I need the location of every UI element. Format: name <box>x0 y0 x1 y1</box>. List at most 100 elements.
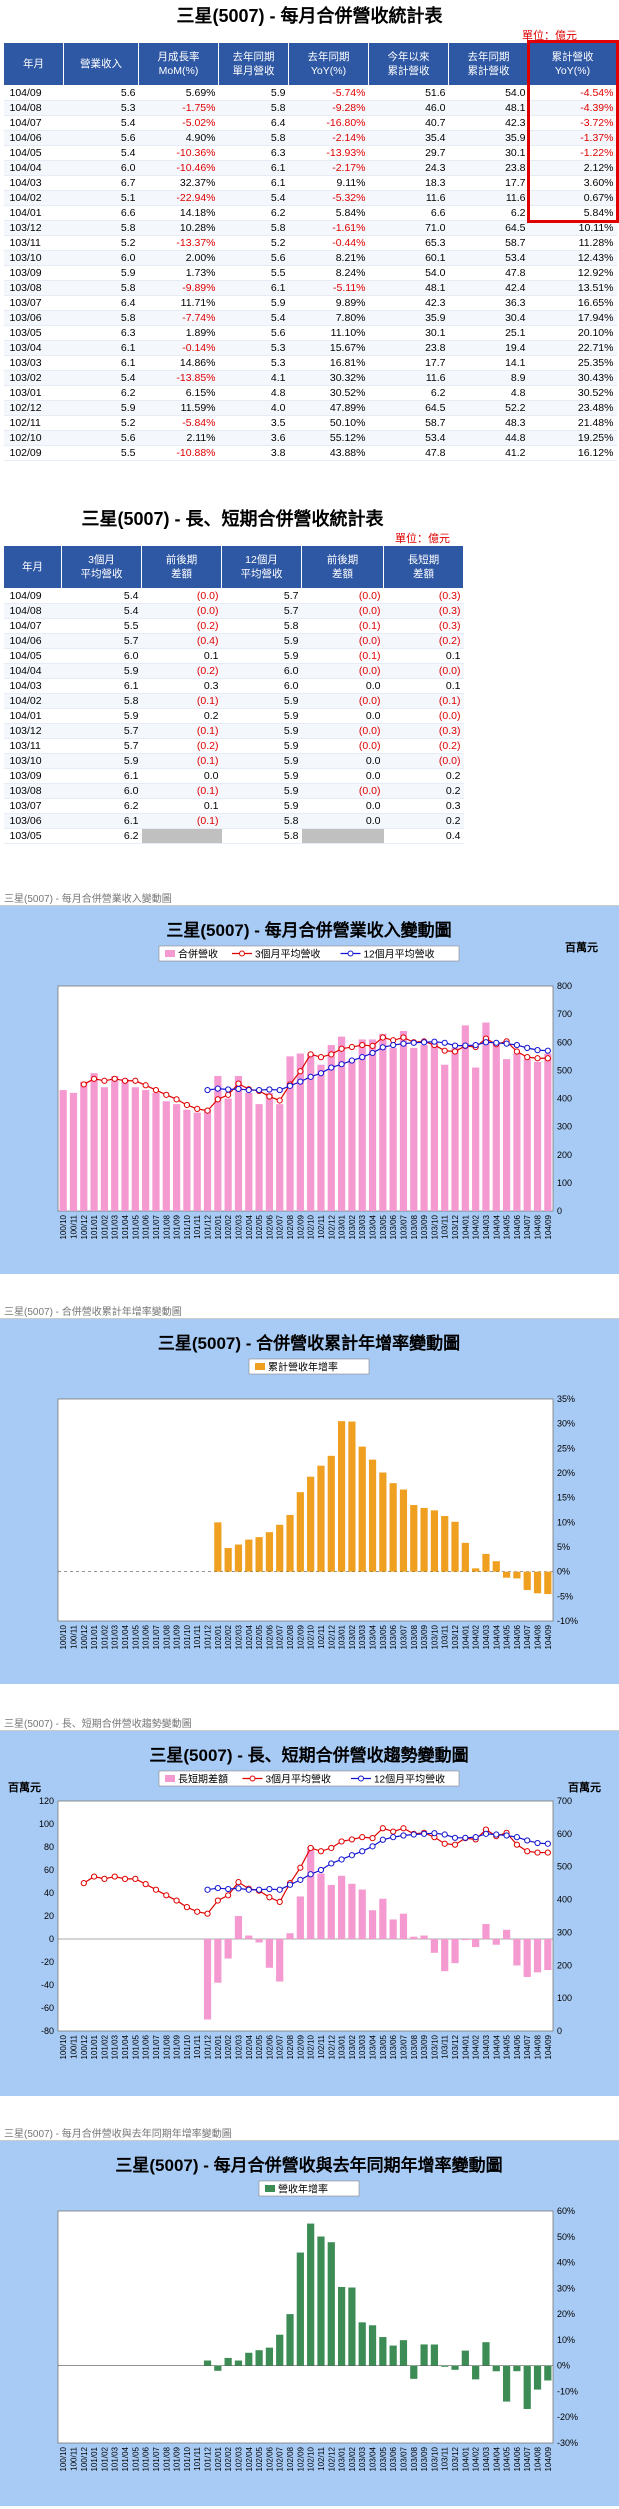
x-tick-label: 103/12 <box>451 1214 460 1239</box>
data-point <box>297 1068 304 1075</box>
x-tick-label: 100/11 <box>69 2034 78 2058</box>
table-cell: 103/06 <box>3 310 64 326</box>
table-cell: 21.48% <box>528 415 617 431</box>
x-tick-label: 104/07 <box>523 1214 532 1239</box>
table-cell: 32.37% <box>138 175 219 191</box>
y-tick-label: 0% <box>557 1567 570 1577</box>
table-cell: 4.90% <box>138 130 219 146</box>
x-tick-label: 104/09 <box>544 1624 553 1649</box>
x-tick-label: 100/12 <box>80 2446 89 2471</box>
table-cell: (0.1) <box>141 693 222 709</box>
x-tick-label: 103/10 <box>430 2446 439 2471</box>
bar <box>317 1873 325 1939</box>
x-tick-label: 101/02 <box>100 2446 109 2471</box>
bar <box>255 2350 263 2366</box>
table-cell: 103/10 <box>3 753 62 769</box>
x-tick-label: 103/12 <box>451 1624 460 1649</box>
data-point <box>307 1871 314 1878</box>
data-point <box>328 1064 335 1071</box>
table-cell: 3.60% <box>528 175 617 191</box>
table-cell: 2.00% <box>138 250 219 266</box>
x-tick-label: 104/01 <box>461 2446 470 2471</box>
table-cell: -0.44% <box>288 235 369 251</box>
table-cell: 103/09 <box>3 265 64 281</box>
legend-marker <box>249 1775 256 1782</box>
data-point <box>534 1849 541 1856</box>
bar <box>441 1064 449 1211</box>
table-cell: 5.8 <box>221 828 302 844</box>
data-point <box>493 1831 500 1838</box>
bar <box>451 2365 459 2370</box>
table-cell: 5.9 <box>221 798 302 814</box>
x-tick-label: 103/03 <box>358 2446 367 2471</box>
bar <box>214 1076 222 1211</box>
table-cell: 5.4 <box>63 115 139 131</box>
x-tick-label: 100/11 <box>69 1214 78 1238</box>
data-point <box>441 1831 448 1838</box>
x-tick-label: 102/01 <box>214 1624 223 1649</box>
x-tick-label: 101/10 <box>183 1624 192 1649</box>
bar <box>307 2223 315 2366</box>
legend-label: 3個月平均營收 <box>255 948 321 961</box>
bar <box>337 2286 346 2366</box>
x-tick-label: 101/01 <box>90 1214 99 1239</box>
data-point <box>390 1041 397 1049</box>
bar <box>111 1076 119 1211</box>
x-tick-label: 102/06 <box>265 1214 274 1239</box>
table-cell: 6.3 <box>218 145 289 161</box>
table-cell: 5.5 <box>63 445 139 461</box>
x-tick-label: 102/07 <box>276 1624 285 1649</box>
data-point <box>328 1051 335 1058</box>
table-cell: 5.8 <box>218 130 289 146</box>
table-cell: 12.92% <box>528 265 617 281</box>
bar <box>502 1059 511 1211</box>
y2-tick-label: 700 <box>557 1796 572 1806</box>
x-tick-label: 104/04 <box>492 2034 501 2059</box>
data-point <box>307 1844 314 1852</box>
data-point <box>410 1039 417 1046</box>
x-tick-label: 101/04 <box>121 2446 130 2471</box>
data-point <box>524 1848 531 1855</box>
x-tick-label: 101/05 <box>131 2034 140 2059</box>
legend-marker <box>239 950 245 957</box>
x-tick-label: 101/11 <box>193 1624 202 1648</box>
table-cell: -10.46% <box>138 160 219 176</box>
data-point <box>204 1086 211 1094</box>
data-point <box>90 1075 98 1082</box>
bar <box>358 2322 366 2366</box>
table-row: 103/07 6.4 11.71% 5.9 9.89% 42.3 36.3 16.65% <box>3 295 617 311</box>
bar <box>142 1090 150 1211</box>
bar <box>348 1883 356 1939</box>
table-cell: (0.0) <box>301 738 384 754</box>
plot-area <box>57 1398 554 1622</box>
data-point <box>513 1048 521 1055</box>
table-cell: (0.0) <box>301 693 384 709</box>
table-cell: 103/07 <box>3 295 64 311</box>
bar <box>307 1847 315 1939</box>
table-cell: 4.0 <box>218 400 289 416</box>
table-cell: 102/09 <box>3 445 64 461</box>
table-cell: -7.74% <box>138 310 219 326</box>
x-tick-label: 103/08 <box>410 2034 419 2059</box>
table-cell: 103/05 <box>3 325 64 341</box>
x-tick-label: 102/04 <box>245 1624 254 1649</box>
table-cell: 11.59% <box>138 400 219 416</box>
x-tick-label: 102/12 <box>327 1624 336 1649</box>
table-cell: 0.2 <box>383 783 464 799</box>
x-tick-label: 100/10 <box>59 1624 68 1649</box>
y-tick-label: -20 <box>41 1957 54 1967</box>
long-short-table: 年月 3個月 平均營收 前後期 差額 12個月 平均營收 前後期 差額 長短期 差額 10… <box>3 545 464 844</box>
table-cell: 0.0 <box>301 753 384 769</box>
unit-label-right: 百萬元 <box>568 1780 601 1794</box>
y-tick-label: -5% <box>557 1591 573 1601</box>
legend-box <box>158 945 460 962</box>
bar <box>461 2350 469 2366</box>
table-cell: 42.3 <box>448 115 529 131</box>
x-tick-label: 102/03 <box>234 2034 243 2059</box>
data-point <box>328 1844 335 1852</box>
table-cell: (0.0) <box>383 663 464 679</box>
table-cell: 23.48% <box>528 400 617 416</box>
series-line <box>207 1041 548 1091</box>
x-tick-label: 100/10 <box>59 2446 68 2471</box>
table-cell: -3.72% <box>528 115 617 131</box>
